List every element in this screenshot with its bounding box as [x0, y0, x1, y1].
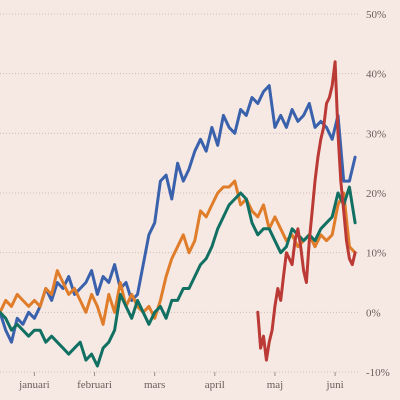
x-tick-label: maj [267, 379, 284, 391]
y-axis: -10% 0% 10% 20% 30% 40% 50% [366, 9, 390, 379]
x-tick-label: februari [77, 379, 112, 391]
y-tick-label: 10% [366, 248, 386, 260]
y-tick-label: 30% [366, 128, 386, 140]
series-line-1 [0, 84, 357, 344]
y-tick-label: -10% [366, 367, 390, 379]
y-tick-label: 20% [366, 188, 386, 200]
x-tick-label: mars [144, 379, 165, 391]
x-tick-label: juni [326, 379, 344, 391]
x-tick-label: april [205, 379, 225, 391]
x-tick-label: januari [18, 379, 50, 391]
y-tick-label: 50% [366, 9, 386, 21]
grid [0, 13, 358, 373]
series-lines [0, 60, 357, 368]
y-tick-label: 0% [366, 307, 381, 319]
series-line-4 [256, 60, 357, 362]
x-axis: januari februari mars april maj juni [18, 372, 344, 391]
y-tick-label: 40% [366, 69, 386, 81]
series-line-3 [0, 185, 357, 368]
